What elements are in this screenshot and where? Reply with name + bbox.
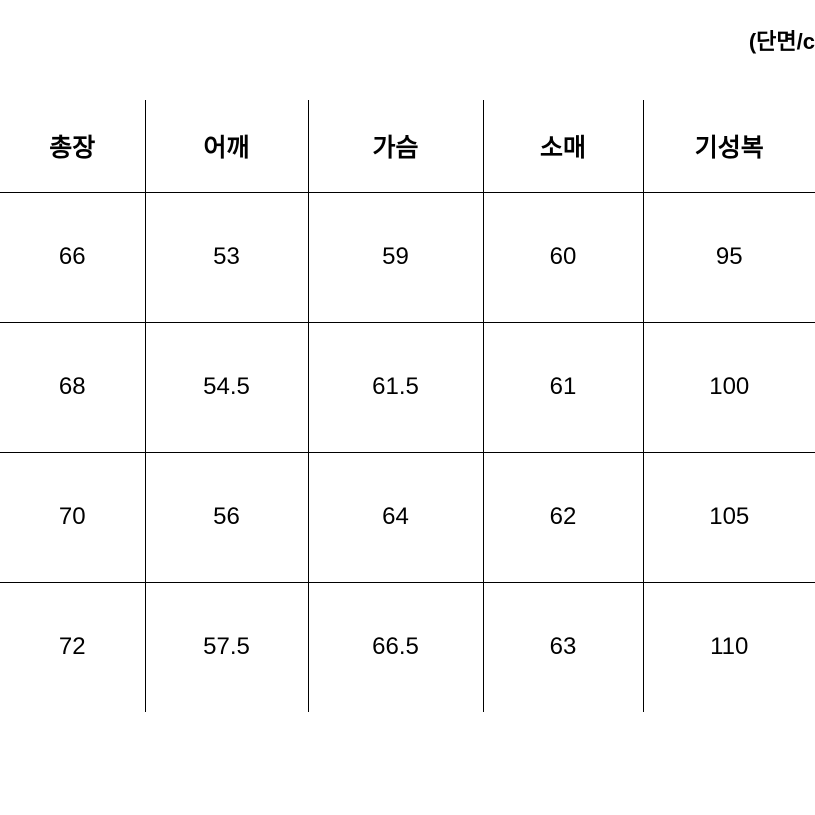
table-cell: 57.5 — [145, 582, 308, 712]
table-cell: 63 — [483, 582, 643, 712]
table-cell: 64 — [308, 452, 483, 582]
table-row: 70 56 64 62 105 — [0, 452, 815, 582]
unit-label: (단면/c — [749, 24, 815, 56]
col-header-ready-size: 기성복 — [643, 100, 815, 192]
table-cell: 95 — [643, 192, 815, 322]
table-header-row: 총장 어깨 가슴 소매 기성복 — [0, 100, 815, 192]
table-cell: 61.5 — [308, 322, 483, 452]
table-cell: 70 — [0, 452, 145, 582]
table-cell: 72 — [0, 582, 145, 712]
table-cell: 54.5 — [145, 322, 308, 452]
table-row: 72 57.5 66.5 63 110 — [0, 582, 815, 712]
table-cell: 68 — [0, 322, 145, 452]
table-cell: 62 — [483, 452, 643, 582]
table-cell: 53 — [145, 192, 308, 322]
table-cell: 61 — [483, 322, 643, 452]
table-cell: 110 — [643, 582, 815, 712]
table-cell: 66.5 — [308, 582, 483, 712]
col-header-chest: 가슴 — [308, 100, 483, 192]
table-cell: 56 — [145, 452, 308, 582]
table-cell: 105 — [643, 452, 815, 582]
table-row: 66 53 59 60 95 — [0, 192, 815, 322]
table-cell: 100 — [643, 322, 815, 452]
size-table: 총장 어깨 가슴 소매 기성복 66 53 59 60 95 68 54.5 6… — [0, 100, 815, 712]
col-header-sleeve: 소매 — [483, 100, 643, 192]
table-row: 68 54.5 61.5 61 100 — [0, 322, 815, 452]
table-cell: 59 — [308, 192, 483, 322]
size-table-container: 총장 어깨 가슴 소매 기성복 66 53 59 60 95 68 54.5 6… — [0, 100, 815, 712]
table-cell: 66 — [0, 192, 145, 322]
col-header-total-length: 총장 — [0, 100, 145, 192]
col-header-shoulder: 어깨 — [145, 100, 308, 192]
table-cell: 60 — [483, 192, 643, 322]
